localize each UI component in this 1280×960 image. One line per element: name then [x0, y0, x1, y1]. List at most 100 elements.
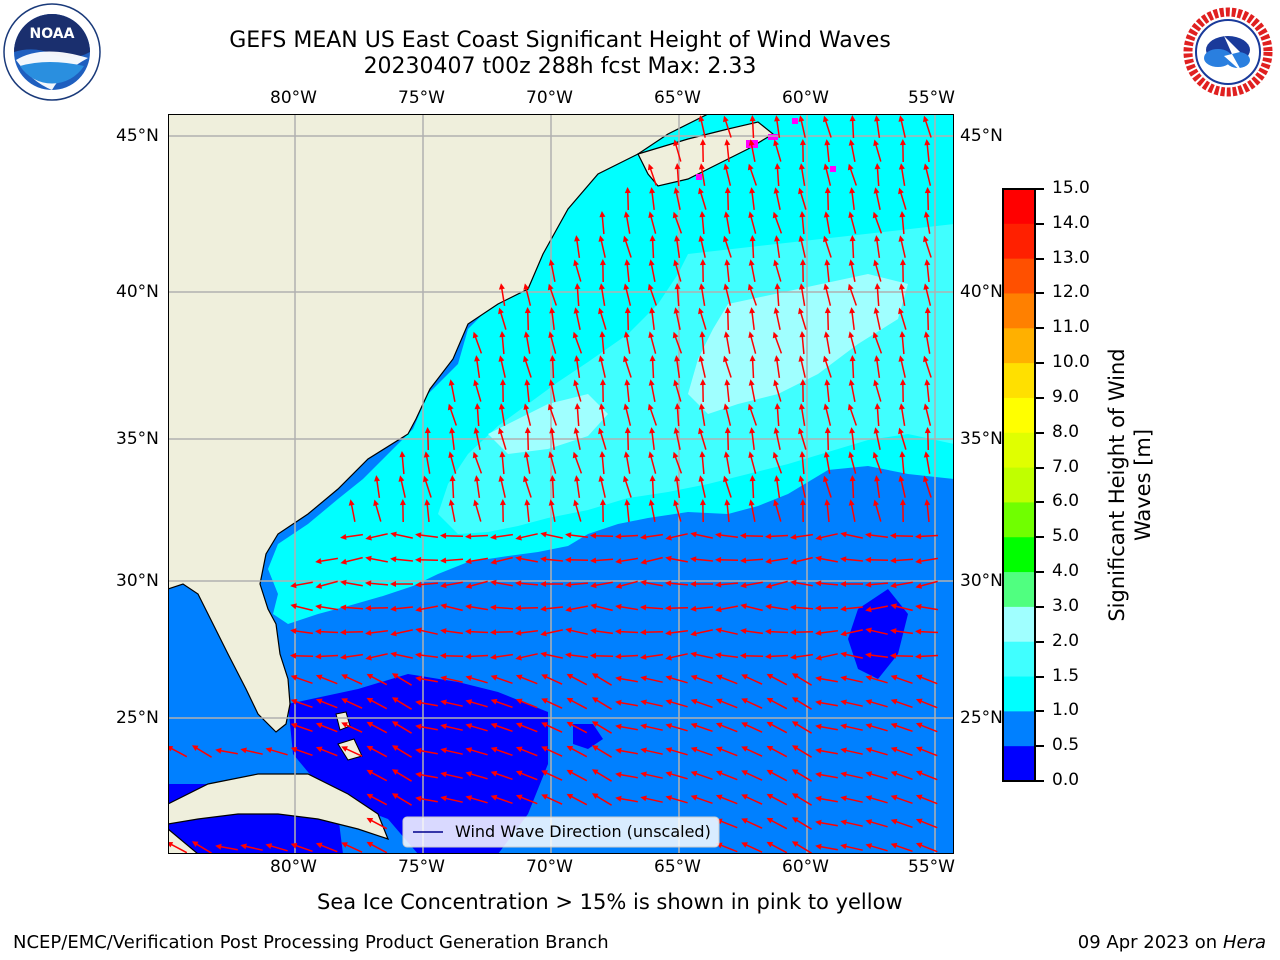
- wave-direction-arrow: [342, 606, 364, 610]
- wave-direction-arrowhead: [924, 187, 931, 194]
- wave-direction-arrowhead: [515, 794, 523, 801]
- wave-direction-arrow: [893, 771, 913, 781]
- wave-direction-arrowhead: [873, 379, 879, 387]
- wave-direction-arrow: [926, 262, 930, 282]
- wave-direction-arrow: [501, 333, 505, 355]
- wave-direction-arrowhead: [449, 475, 456, 482]
- wave-direction-arrowhead: [873, 259, 879, 267]
- wave-direction-arrow: [424, 478, 432, 498]
- wave-direction-arrowhead: [715, 581, 722, 588]
- wave-direction-arrow: [575, 237, 581, 259]
- wave-direction-arrowhead: [790, 629, 797, 636]
- wave-direction-arrowhead: [823, 283, 830, 290]
- wave-direction-arrowhead: [240, 747, 247, 754]
- wave-direction-arrow: [394, 698, 412, 710]
- wave-direction-arrow: [924, 166, 932, 186]
- wave-direction-arrow: [493, 556, 513, 564]
- wave-direction-arrowhead: [848, 139, 855, 146]
- colorbar-tick-label: 0.5: [1052, 735, 1080, 756]
- wave-direction-arrowhead: [541, 698, 548, 704]
- wave-direction-arrowhead: [490, 770, 498, 777]
- wave-direction-arrow: [800, 358, 806, 378]
- wave-direction-arrow: [725, 454, 731, 474]
- wave-direction-arrow: [649, 334, 657, 354]
- wave-direction-arrow: [826, 262, 830, 282]
- wave-direction-arrow: [700, 165, 706, 187]
- wave-direction-arrow: [851, 117, 855, 139]
- wave-direction-arrow: [843, 725, 863, 731]
- wave-direction-arrowhead: [915, 582, 922, 589]
- wave-direction-arrow: [368, 630, 388, 634]
- wave-direction-arrowhead: [774, 283, 781, 290]
- wave-direction-arrowhead: [599, 379, 606, 386]
- wave-direction-arrowhead: [690, 746, 698, 753]
- wave-direction-arrow: [524, 286, 532, 306]
- wave-direction-arrowhead: [366, 721, 374, 728]
- wave-direction-arrowhead: [541, 746, 548, 752]
- run-date-text: 09 Apr 2023 on: [1077, 932, 1223, 953]
- wave-direction-arrowhead: [915, 818, 923, 825]
- wave-direction-arrow: [643, 773, 663, 779]
- wave-direction-arrowhead: [791, 817, 799, 823]
- wave-direction-arrowhead: [624, 307, 631, 314]
- wave-direction-arrowhead: [715, 627, 722, 634]
- colorbar-tick-label: 9.0: [1052, 386, 1080, 407]
- wave-direction-arrow: [618, 773, 638, 779]
- wave-direction-arrowhead: [566, 673, 574, 680]
- wave-direction-arrow: [851, 430, 855, 450]
- wave-direction-arrowhead: [773, 379, 779, 387]
- wave-direction-arrow: [899, 430, 907, 450]
- wave-direction-arrowhead: [874, 283, 881, 290]
- wave-direction-arrowhead: [515, 534, 522, 541]
- wave-direction-arrowhead: [924, 499, 931, 506]
- wave-height-map: Wind Wave Direction (unscaled): [168, 114, 954, 854]
- wave-direction-arrow: [917, 630, 939, 634]
- wave-direction-arrowhead: [798, 307, 804, 315]
- wave-direction-arrowhead: [290, 722, 298, 729]
- wave-direction-arrow: [317, 654, 339, 658]
- wave-direction-arrow: [293, 581, 313, 587]
- wave-direction-arrowhead: [215, 843, 222, 850]
- wave-direction-arrow: [594, 746, 612, 758]
- wave-direction-arrowhead: [515, 698, 523, 705]
- wave-direction-arrow: [693, 629, 713, 635]
- cuba-land: [168, 773, 390, 840]
- wave-direction-arrowhead: [865, 819, 873, 825]
- nws-logo: [1178, 2, 1278, 102]
- wave-direction-arrow: [599, 430, 607, 450]
- wave-direction-arrow: [518, 771, 538, 781]
- wave-direction-arrow: [394, 722, 412, 734]
- wave-direction-arrowhead: [341, 674, 348, 680]
- wave-direction-arrowhead: [840, 531, 847, 538]
- wave-direction-arrowhead: [499, 451, 506, 458]
- wave-direction-arrow: [367, 582, 389, 586]
- wave-direction-arrowhead: [415, 699, 422, 706]
- wave-direction-arrow: [601, 453, 605, 475]
- wave-direction-arrow: [873, 214, 883, 234]
- wave-direction-arrow: [925, 334, 931, 354]
- wave-direction-arrowhead: [573, 307, 580, 314]
- wave-direction-arrowhead: [590, 532, 597, 539]
- wave-direction-arrow: [868, 844, 888, 852]
- wave-direction-arrow: [724, 238, 732, 258]
- wave-direction-arrowhead: [740, 532, 747, 539]
- wave-direction-arrowhead: [840, 605, 847, 612]
- wave-direction-arrow: [824, 358, 832, 378]
- wave-direction-arrowhead: [615, 582, 622, 589]
- wave-direction-arrow: [500, 478, 506, 498]
- wave-direction-arrowhead: [366, 841, 374, 848]
- wave-direction-arrowhead: [773, 187, 780, 194]
- wave-direction-arrow: [394, 674, 412, 686]
- wave-direction-arrowhead: [699, 139, 706, 146]
- wave-direction-arrow: [917, 605, 939, 611]
- wave-direction-arrowhead: [898, 283, 905, 290]
- wave-direction-arrow: [874, 262, 882, 282]
- wave-direction-arrowhead: [872, 211, 879, 219]
- wave-direction-arrowhead: [748, 259, 755, 266]
- wave-direction-arrow: [543, 606, 563, 610]
- wave-direction-arrowhead: [640, 629, 647, 636]
- wave-direction-arrow: [826, 189, 830, 211]
- wave-direction-arrowhead: [799, 379, 806, 386]
- lat-label-left: 25°N: [116, 708, 159, 728]
- wave-direction-arrowhead: [265, 843, 273, 849]
